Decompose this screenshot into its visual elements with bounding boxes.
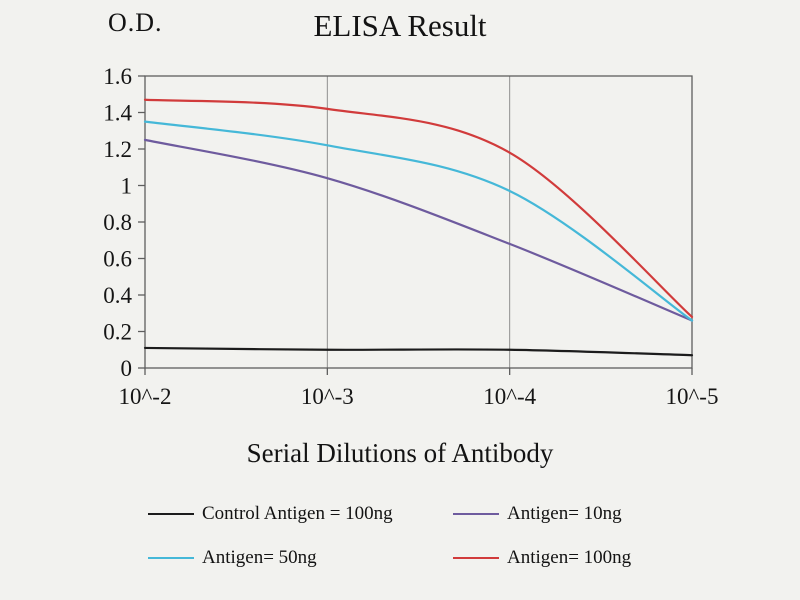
legend-line-purple [453, 513, 499, 515]
y-tick-label: 1 [121, 174, 133, 199]
legend-item-antigen-50ng: Antigen= 50ng [148, 547, 453, 569]
y-tick-label: 1.4 [103, 101, 132, 126]
legend-item-control-antigen-100ng: Control Antigen = 100ng [148, 503, 453, 525]
x-axis-label: Serial Dilutions of Antibody [246, 438, 554, 468]
x-tick-label: 10^-3 [301, 384, 354, 409]
elisa-line-chart: 0 0.2 0.4 0.6 0.8 1 1.2 1.4 1.6 10^-2 10^-3 10^-4 10… [103, 64, 719, 409]
x-tick-label: 10^-4 [483, 384, 536, 409]
legend-line-black [148, 513, 194, 515]
legend-label: Control Antigen = 100ng [202, 503, 393, 524]
figure-header: O.D. ELISA Result [0, 0, 800, 52]
y-tick-label: 0.4 [103, 283, 132, 308]
x-tick-label: 10^-5 [666, 384, 719, 409]
chart-legend: Control Antigen = 100ng Antigen= 10ng An… [148, 503, 800, 569]
legend-label: Antigen= 100ng [507, 547, 632, 568]
y-tick-label: 1.6 [103, 64, 132, 89]
y-tick-label: 1.2 [103, 137, 132, 162]
chart-title: ELISA Result [313, 8, 487, 43]
legend-item-antigen-100ng: Antigen= 100ng [453, 547, 758, 569]
y-tick-label: 0 [121, 356, 133, 381]
series-line-1 [143, 138, 694, 322]
y-tick-label: 0.6 [103, 247, 132, 272]
x-tick-label: 10^-2 [119, 384, 172, 409]
legend-label: Antigen= 50ng [202, 547, 317, 568]
series-line-3 [143, 98, 694, 318]
legend-line-red [453, 557, 499, 559]
legend-line-cyan [148, 557, 194, 559]
legend-item-antigen-10ng: Antigen= 10ng [453, 503, 758, 525]
series-line-0 [143, 346, 694, 357]
legend-label: Antigen= 10ng [507, 503, 622, 524]
plot-border [144, 75, 693, 369]
y-tick-label: 0.8 [103, 210, 132, 235]
y-tick-label: 0.2 [103, 320, 132, 345]
series-line-2 [143, 120, 694, 322]
y-axis-label: O.D. [108, 8, 163, 37]
